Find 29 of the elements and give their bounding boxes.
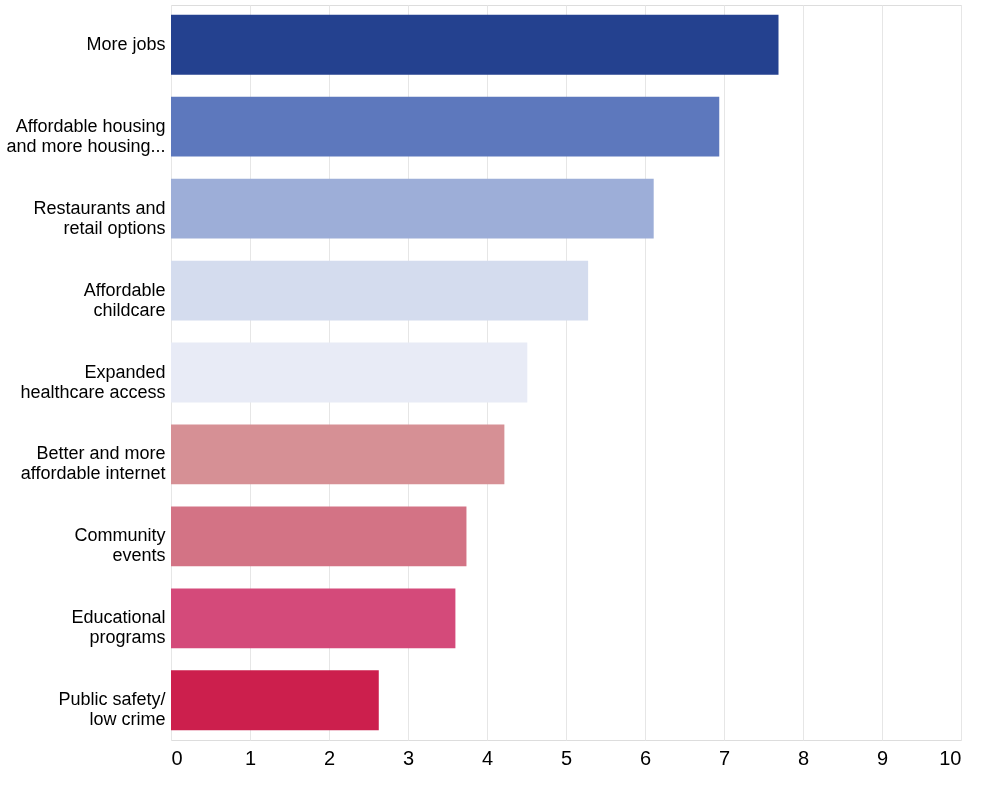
bar xyxy=(171,14,779,75)
x-tick-label: 3 xyxy=(402,746,415,769)
y-tick-label: More jobs xyxy=(86,33,166,54)
x-tick-label: 2 xyxy=(323,746,336,769)
y-tick-label: Educational programs xyxy=(71,607,166,648)
bar xyxy=(171,670,379,731)
y-tick-label: Affordable childcare xyxy=(83,279,166,320)
bar xyxy=(171,260,589,321)
y-tick-label: Restaurants and retail options xyxy=(33,197,166,238)
y-tick-label: Affordable housing and more housing... xyxy=(6,115,166,156)
x-tick-label: 7 xyxy=(718,746,731,769)
x-tick-label: 1 xyxy=(244,746,257,769)
bar xyxy=(171,506,467,567)
bar xyxy=(171,424,505,485)
y-tick-label: Public safety/ low crime xyxy=(58,689,166,730)
x-tick-label: 6 xyxy=(639,746,652,769)
y-tick-label: Better and more affordable internet xyxy=(20,443,166,484)
x-tick-label: 5 xyxy=(560,746,573,769)
bar xyxy=(171,342,528,403)
x-tick-label: 10 xyxy=(939,746,962,769)
x-tick-label: 4 xyxy=(481,746,494,769)
bar xyxy=(171,96,720,157)
y-tick-label: Expanded healthcare access xyxy=(20,361,166,402)
bar xyxy=(171,178,654,239)
x-tick-label: 0 xyxy=(171,746,183,769)
x-tick-label: 9 xyxy=(876,746,889,769)
y-tick-label: Community events xyxy=(74,525,166,566)
bar xyxy=(171,588,456,649)
x-tick-label: 8 xyxy=(797,746,810,769)
